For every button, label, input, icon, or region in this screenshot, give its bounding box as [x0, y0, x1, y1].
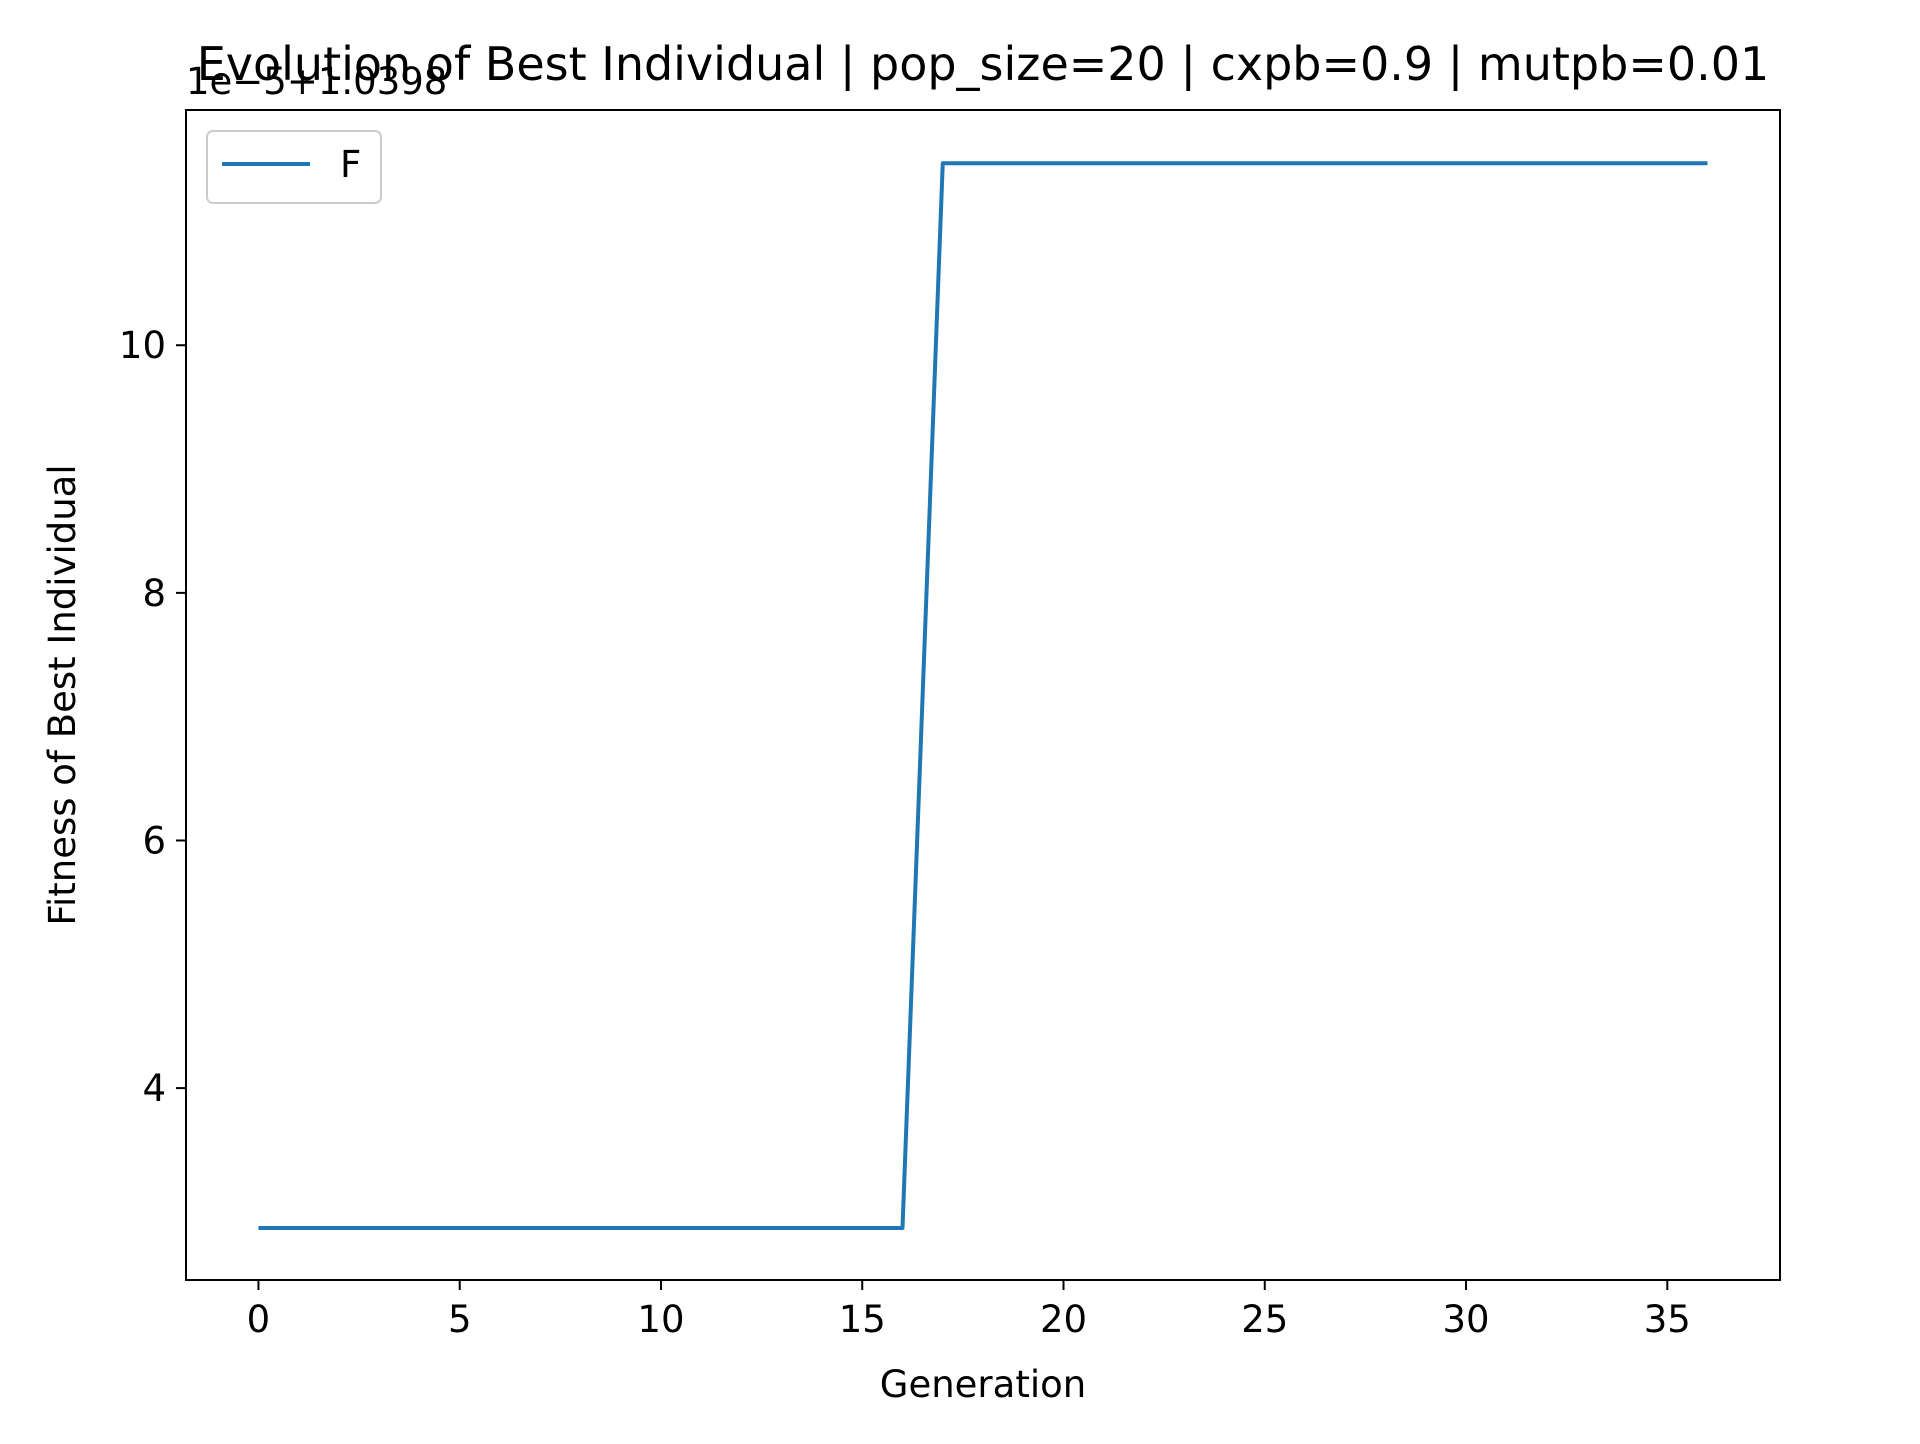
y-offset-label: 1e−5+1.0398 [186, 60, 447, 103]
x-axis: 0 5 10 15 20 25 30 35 [247, 1280, 1691, 1341]
x-tick-label: 30 [1442, 1298, 1489, 1341]
series-line-F [258, 161, 1708, 1230]
legend-label: F [340, 143, 361, 186]
x-tick-label: 5 [448, 1298, 472, 1341]
x-axis-label: Generation [880, 1363, 1086, 1406]
y-tick-label: 10 [119, 324, 166, 367]
y-tick-label: 8 [142, 572, 166, 615]
x-tick-label: 10 [637, 1298, 684, 1341]
x-tick-label: 15 [839, 1298, 886, 1341]
axes-frame [185, 109, 1781, 1281]
y-axis: 4 6 8 10 [119, 324, 186, 1110]
legend: F [206, 130, 382, 204]
y-axis-label: Fitness of Best Individual [41, 464, 84, 925]
x-tick-label: 20 [1040, 1298, 1087, 1341]
x-tick-label: 25 [1241, 1298, 1288, 1341]
chart-title: Evolution of Best Individual | pop_size=… [197, 37, 1770, 92]
x-tick-label: 35 [1644, 1298, 1691, 1341]
plot-layer [258, 161, 1708, 1230]
y-tick-label: 6 [142, 819, 166, 862]
legend-box [206, 130, 382, 204]
x-tick-label: 0 [247, 1298, 271, 1341]
y-tick-label: 4 [142, 1067, 166, 1110]
